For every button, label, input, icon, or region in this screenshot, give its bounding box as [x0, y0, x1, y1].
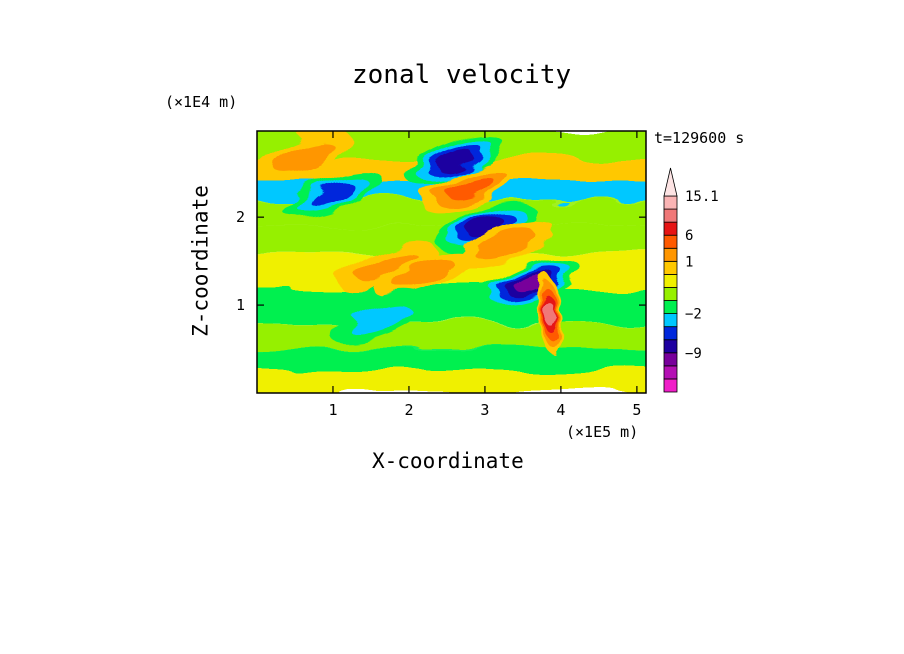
colorbar-segment	[663, 339, 678, 354]
colorbar-segment	[663, 234, 678, 249]
colorbar-segment	[663, 195, 678, 210]
colorbar-segment	[663, 273, 678, 288]
contour-region	[543, 301, 556, 327]
colorbar-label: 15.1	[685, 189, 719, 205]
y-tick-label: 2	[236, 208, 245, 226]
y-tick-label: 1	[236, 296, 245, 314]
colorbar-label: 1	[685, 254, 693, 270]
colorbar: 15.1 6 1 −2 −9	[663, 167, 719, 393]
colorbar-label: −9	[685, 346, 702, 362]
contour-region	[355, 250, 417, 281]
y-axis: 12	[236, 208, 646, 314]
contour-region	[473, 228, 535, 259]
x-tick-label: 3	[480, 401, 489, 419]
contour-region	[348, 302, 409, 334]
plot-frame	[256, 130, 647, 394]
colorbar-segment	[663, 208, 678, 223]
colorbar-extend-arrow	[663, 167, 678, 197]
field-band	[257, 322, 646, 350]
contour-region	[447, 174, 493, 198]
colorbar-segment	[663, 221, 678, 236]
time-label: t=129600 s	[654, 129, 745, 147]
field-band	[257, 371, 646, 393]
x-axis: 1 2 3 4 5	[328, 131, 641, 419]
contour-region	[272, 140, 333, 171]
y-unit-label: (×1E4 m)	[165, 93, 238, 111]
contour-region	[310, 183, 356, 207]
colorbar-label: −2	[685, 307, 702, 323]
x-tick-label: 5	[632, 401, 641, 419]
field-band	[257, 287, 646, 323]
contour-region	[466, 216, 504, 236]
x-axis-label: X-coordinate	[372, 449, 524, 473]
colorbar-segment	[663, 378, 678, 393]
chart-title: zonal velocity	[352, 60, 572, 90]
colorbar-segment	[663, 365, 678, 380]
x-tick-label: 2	[404, 401, 413, 419]
contour-region	[393, 259, 455, 290]
colorbar-segment	[663, 260, 678, 275]
colorbar-segment	[663, 300, 678, 314]
contour-region	[514, 275, 547, 292]
x-tick-label: 4	[556, 401, 565, 419]
colorbar-segment	[663, 352, 678, 367]
colorbar-segment	[663, 247, 678, 262]
contour-region	[436, 150, 473, 170]
colorbar-segment	[663, 313, 678, 328]
colorbar-segment	[663, 326, 678, 341]
contour-field	[257, 131, 646, 393]
x-unit-label: (×1E5 m)	[566, 423, 639, 441]
x-tick-label: 1	[328, 401, 337, 419]
colorbar-segment	[663, 287, 678, 301]
colorbar-label: 6	[685, 228, 693, 244]
field-band	[257, 349, 646, 372]
